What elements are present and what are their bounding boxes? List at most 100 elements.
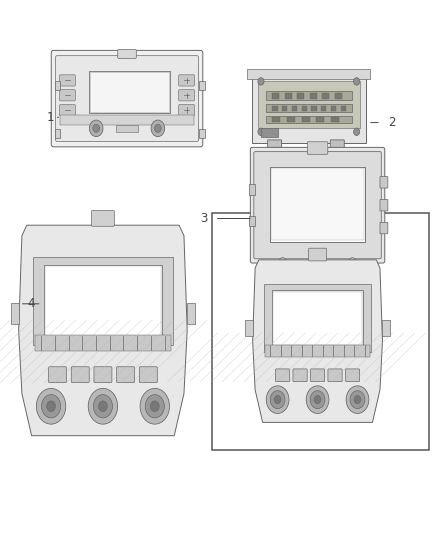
Bar <box>302 106 307 110</box>
Bar <box>310 93 317 99</box>
Bar <box>265 104 352 111</box>
FancyBboxPatch shape <box>56 56 198 142</box>
FancyBboxPatch shape <box>311 369 325 382</box>
Circle shape <box>306 386 329 414</box>
Bar <box>272 168 364 240</box>
FancyBboxPatch shape <box>307 142 328 155</box>
Circle shape <box>42 394 60 418</box>
Bar <box>89 70 170 114</box>
Circle shape <box>36 389 66 424</box>
Bar <box>249 184 255 195</box>
Bar <box>60 115 194 125</box>
Circle shape <box>310 391 325 409</box>
Bar <box>282 106 287 110</box>
FancyBboxPatch shape <box>268 140 282 152</box>
Circle shape <box>349 257 357 268</box>
FancyBboxPatch shape <box>60 90 75 101</box>
Bar <box>258 82 360 128</box>
Bar <box>270 167 365 241</box>
Circle shape <box>350 391 365 409</box>
Circle shape <box>99 401 107 411</box>
Bar <box>335 93 342 99</box>
Bar <box>11 303 19 324</box>
Bar <box>287 117 295 122</box>
FancyBboxPatch shape <box>252 70 366 142</box>
FancyBboxPatch shape <box>179 75 194 86</box>
Bar <box>265 345 370 357</box>
FancyBboxPatch shape <box>118 50 136 59</box>
Bar <box>187 303 195 324</box>
Circle shape <box>314 395 321 404</box>
Bar <box>44 265 162 337</box>
Bar <box>316 117 324 122</box>
Bar <box>285 93 292 99</box>
FancyBboxPatch shape <box>346 369 360 382</box>
Bar <box>272 290 363 346</box>
FancyBboxPatch shape <box>51 51 203 147</box>
Bar <box>33 257 173 345</box>
Bar <box>265 92 352 100</box>
Bar <box>264 284 371 352</box>
FancyBboxPatch shape <box>380 199 388 211</box>
Circle shape <box>93 124 99 133</box>
Bar <box>261 128 278 137</box>
Bar <box>302 117 310 122</box>
Bar <box>272 117 280 122</box>
FancyBboxPatch shape <box>60 75 75 86</box>
Circle shape <box>89 120 103 136</box>
Bar <box>321 106 326 110</box>
Circle shape <box>354 395 361 404</box>
Bar <box>212 213 429 450</box>
Bar <box>272 106 278 110</box>
Bar <box>55 128 60 138</box>
Bar <box>249 216 255 226</box>
FancyBboxPatch shape <box>92 211 114 226</box>
Circle shape <box>353 128 360 135</box>
Circle shape <box>279 257 286 268</box>
Circle shape <box>145 394 164 418</box>
Polygon shape <box>19 225 187 436</box>
FancyBboxPatch shape <box>117 367 134 383</box>
Bar <box>297 93 304 99</box>
Bar <box>273 292 362 345</box>
Bar <box>382 320 390 336</box>
Bar <box>292 106 297 110</box>
Bar <box>35 335 171 351</box>
FancyBboxPatch shape <box>293 369 307 382</box>
FancyBboxPatch shape <box>139 367 157 383</box>
Bar <box>199 81 205 91</box>
FancyBboxPatch shape <box>380 176 388 188</box>
FancyBboxPatch shape <box>380 222 388 234</box>
Bar <box>247 69 370 79</box>
Circle shape <box>150 401 159 411</box>
Bar <box>91 72 169 112</box>
Circle shape <box>140 389 170 424</box>
FancyBboxPatch shape <box>71 367 89 383</box>
FancyBboxPatch shape <box>328 369 342 382</box>
Bar <box>199 128 205 138</box>
Polygon shape <box>253 260 382 422</box>
FancyBboxPatch shape <box>276 369 290 382</box>
FancyBboxPatch shape <box>330 140 344 152</box>
Circle shape <box>353 78 360 85</box>
Text: 2: 2 <box>388 116 396 129</box>
Text: 1: 1 <box>46 111 54 124</box>
Bar <box>116 125 138 132</box>
Circle shape <box>155 124 161 133</box>
FancyBboxPatch shape <box>179 104 194 116</box>
Circle shape <box>346 386 369 414</box>
Bar <box>331 106 336 110</box>
Circle shape <box>270 391 285 409</box>
FancyBboxPatch shape <box>251 147 385 263</box>
Text: 3: 3 <box>200 212 207 225</box>
FancyBboxPatch shape <box>179 90 194 101</box>
Circle shape <box>266 386 289 414</box>
Text: 4: 4 <box>27 297 35 310</box>
Bar <box>265 116 352 123</box>
Circle shape <box>258 78 264 85</box>
Bar <box>55 81 60 91</box>
FancyBboxPatch shape <box>254 151 381 259</box>
Circle shape <box>258 128 264 135</box>
Bar <box>311 106 317 110</box>
Bar <box>331 117 339 122</box>
